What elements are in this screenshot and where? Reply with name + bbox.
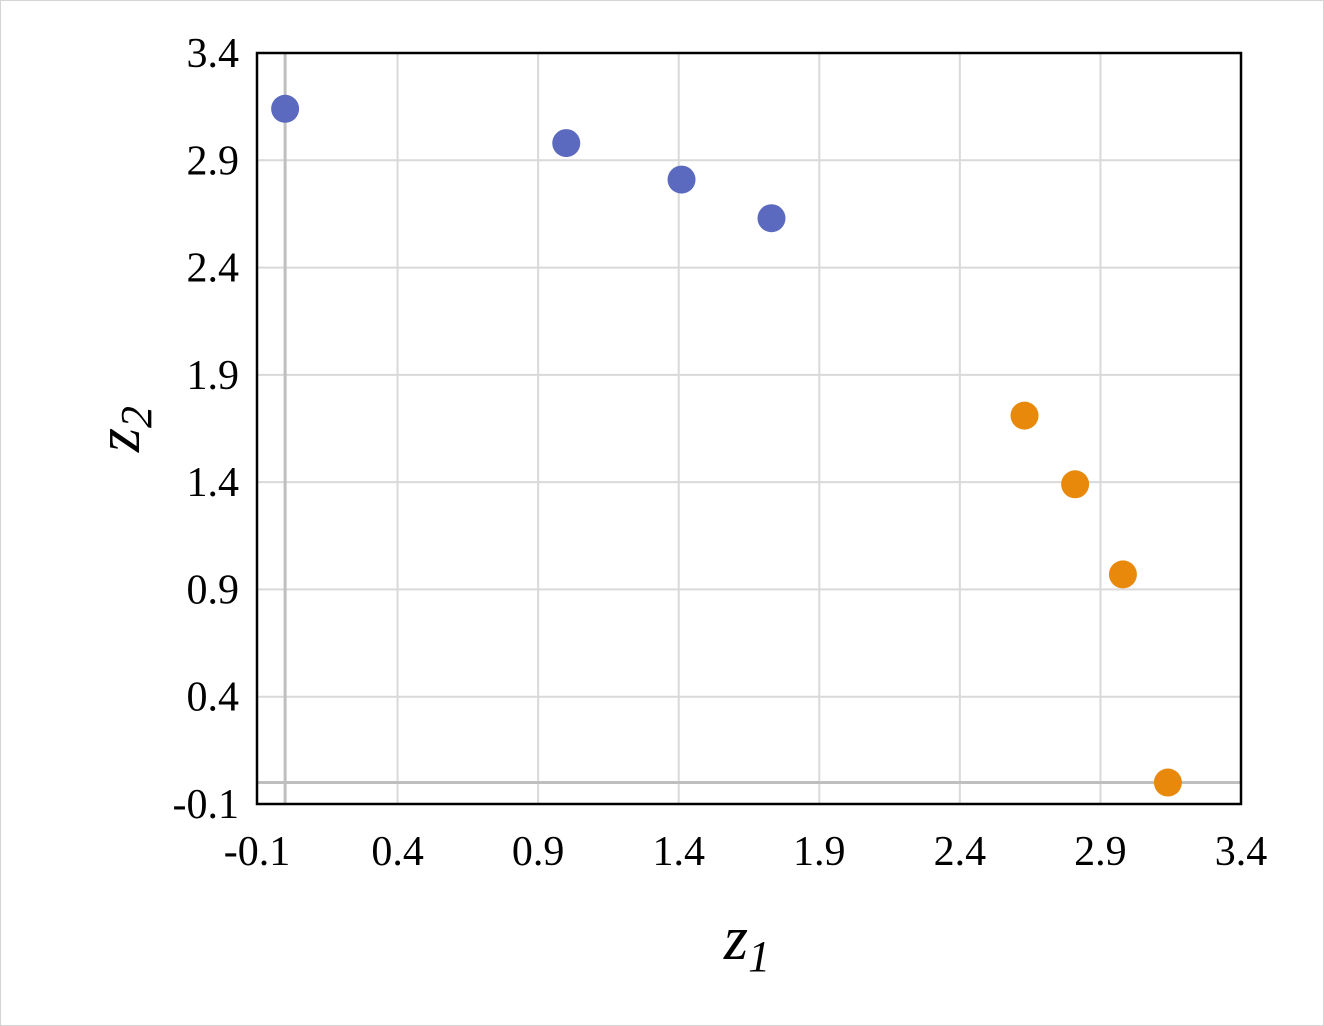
data-points [271, 94, 1182, 797]
y-tick-label: 3.4 [187, 31, 240, 77]
y-tick-label: -0.1 [173, 782, 240, 828]
x-tick-label: 2.9 [1074, 829, 1127, 875]
data-point [271, 94, 300, 123]
x-tick-label: 2.4 [934, 829, 987, 875]
data-point [1061, 470, 1090, 499]
data-point [1108, 560, 1137, 589]
data-point [552, 129, 581, 158]
y-tick-label: 0.4 [187, 675, 240, 721]
x-tick-label: 1.4 [652, 829, 705, 875]
y-tick-labels: -0.1 0.4 0.9 1.4 1.9 2.4 2.9 3.4 [173, 31, 240, 828]
y-tick-label: 1.4 [187, 460, 240, 506]
x-axis-label: z1 [723, 905, 770, 981]
data-point [667, 165, 696, 194]
grid-lines [256, 52, 1242, 805]
data-point [757, 204, 786, 233]
data-point [1010, 401, 1039, 430]
y-tick-label: 1.9 [187, 353, 240, 399]
zero-lines [257, 53, 1241, 804]
y-tick-label: 2.9 [187, 138, 240, 184]
plot-frame [255, 51, 1243, 806]
y-axis-label: z2 [85, 406, 161, 453]
y-tick-label: 0.9 [187, 567, 240, 613]
x-tick-label: 0.4 [371, 829, 424, 875]
y-tick-label: 2.4 [187, 246, 240, 292]
x-tick-labels: -0.1 0.4 0.9 1.4 1.9 2.4 2.9 3.4 [224, 829, 1268, 875]
x-tick-label: 1.9 [793, 829, 846, 875]
x-tick-label: 0.9 [512, 829, 565, 875]
x-tick-label: 3.4 [1215, 829, 1268, 875]
data-point [1153, 768, 1182, 797]
x-tick-label: -0.1 [224, 829, 291, 875]
